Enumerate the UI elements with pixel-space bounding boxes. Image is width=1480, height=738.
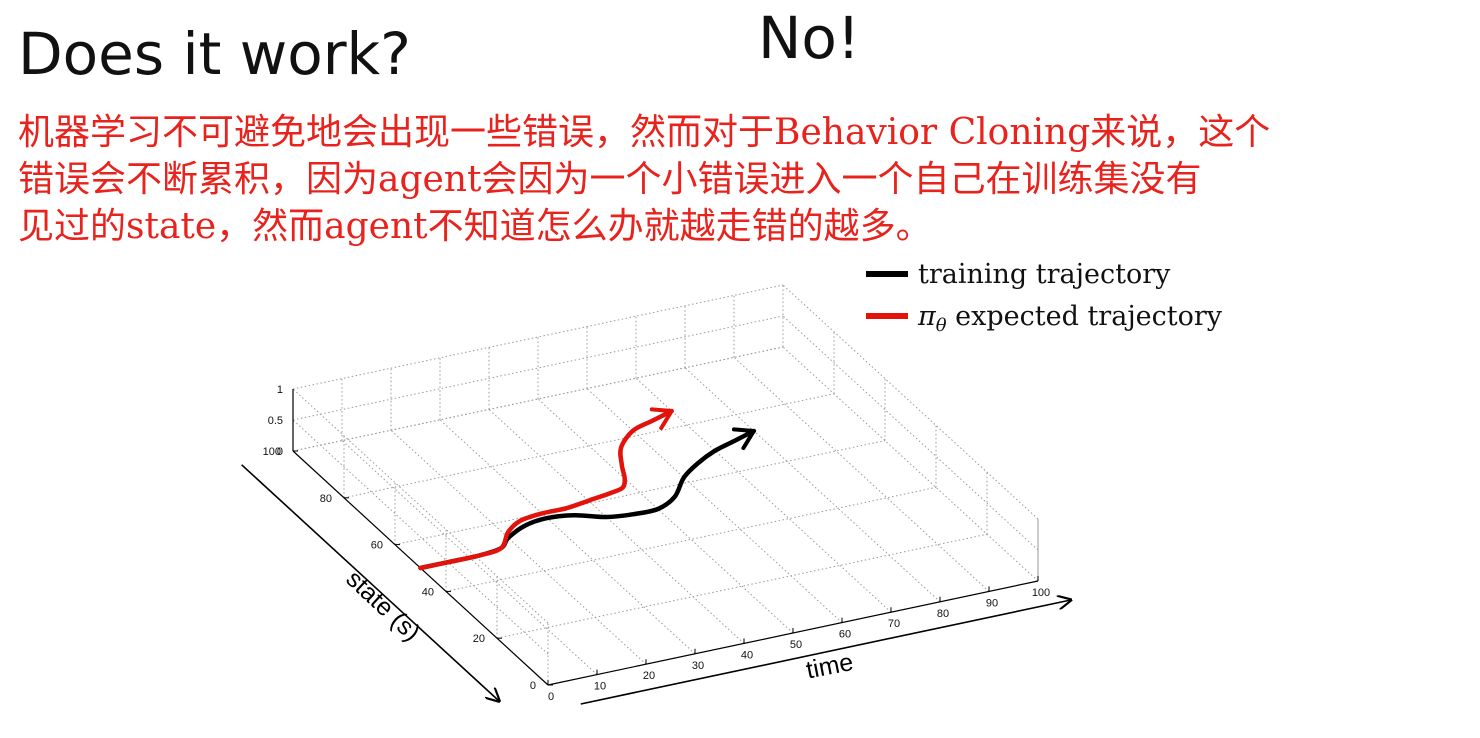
time-axis-arrow <box>580 600 1071 705</box>
grid-line-state <box>496 533 988 639</box>
legend-label-training-trajectory: training trajectory <box>918 259 1171 290</box>
tick-label-x: 50 <box>790 639 802 651</box>
tick-label-x: 10 <box>594 681 606 693</box>
explanation-text: 机器学习不可避免地会出现一些错误，然而对于Behavior Cloning来说，… <box>18 112 1271 247</box>
grid-line-state <box>445 486 937 592</box>
y-axis-label: state (s) <box>340 565 425 647</box>
tick-label-x: 80 <box>937 608 949 620</box>
grid-line-right-z <box>782 315 1039 551</box>
tick-label-x: 20 <box>643 670 655 682</box>
grid-line-back-z <box>292 284 784 390</box>
tick-label-y: 80 <box>320 493 332 505</box>
grid-line-time <box>684 367 941 603</box>
grid-line-left-z <box>292 419 549 655</box>
grid-line-time <box>390 429 647 665</box>
answer-text: No! <box>758 4 861 72</box>
grid-line-time <box>488 409 745 644</box>
grid-line-state <box>394 440 886 546</box>
grid-line-left-z <box>292 388 549 624</box>
training-trajectory-arrowhead <box>731 427 756 451</box>
tick-label-z: 1 <box>277 384 283 396</box>
grid-line-right-z <box>782 284 1039 520</box>
grid-line-time <box>586 388 843 623</box>
grid-line-time <box>733 357 990 592</box>
tick-label-x: 30 <box>692 660 704 672</box>
plot-series <box>418 407 757 571</box>
grid-line-time <box>635 377 892 613</box>
state-axis-arrow <box>241 464 500 701</box>
slide-title: Does it work? <box>18 20 411 88</box>
tick-label-z: 0.5 <box>268 415 283 427</box>
tick-label-y: 100 <box>263 446 281 458</box>
tick-label-y: 0 <box>530 680 536 692</box>
tick-label-x: 60 <box>839 629 851 641</box>
tick-label-x: 70 <box>888 618 900 630</box>
expected-trajectory-line <box>418 408 674 571</box>
tick-label-z: 0 <box>277 446 283 458</box>
tick-label-y: 20 <box>473 633 485 645</box>
x-axis-label: time <box>804 648 856 684</box>
tick-label-x: 40 <box>741 649 753 661</box>
tick-label-y: 40 <box>422 586 434 598</box>
plot-legend: training trajectory πθ expected trajector… <box>866 259 1223 336</box>
tick-label-x: 100 <box>1032 587 1050 599</box>
grid-line-back-z <box>292 315 784 421</box>
tick-label-x: 0 <box>548 691 554 703</box>
tick-label-x: 90 <box>986 597 998 609</box>
grid-line-state <box>343 393 835 499</box>
legend-label-expected-trajectory: πθ expected trajectory <box>917 301 1223 336</box>
grid-line-time <box>782 346 1039 582</box>
grid-line-time <box>439 419 696 655</box>
plot-axes: time state (s) <box>241 389 1071 705</box>
grid-line-time <box>537 398 794 634</box>
tick-label-y: 60 <box>371 540 383 552</box>
expected-trajectory-arrowhead <box>649 407 674 431</box>
grid-line-back-z <box>292 346 784 452</box>
